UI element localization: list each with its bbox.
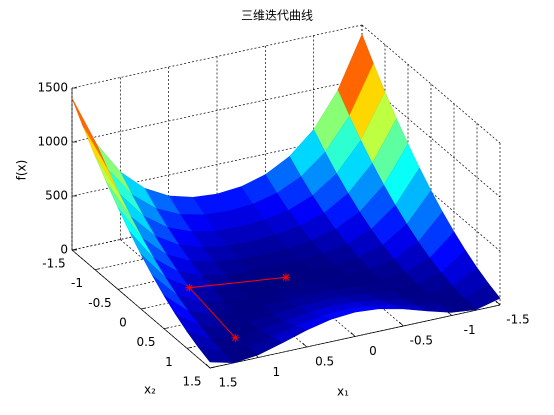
marker-stroke	[231, 334, 239, 342]
y-tick-label: 1	[165, 355, 173, 369]
z-tick-label: 1500	[37, 81, 68, 95]
x-tick	[205, 363, 211, 369]
surface-edge	[198, 347, 235, 363]
z-tick-label: 1000	[37, 135, 68, 149]
x-tick-label: -1	[464, 323, 476, 337]
y-tick-label: 1.5	[182, 375, 201, 389]
y-tick	[94, 268, 101, 271]
y-tick	[71, 248, 78, 251]
y-tick-label: -1.5	[42, 257, 65, 271]
x-tick-label: 0.5	[315, 355, 334, 369]
marker-stroke	[282, 274, 290, 281]
x-tick	[495, 300, 501, 306]
y-axis-label: x₂	[144, 383, 156, 397]
marker-stroke	[185, 284, 193, 292]
y-tick	[140, 307, 147, 310]
x-axis-label: x₁	[337, 385, 349, 399]
x-tick	[302, 342, 307, 348]
iteration-point	[282, 273, 290, 282]
y-tick-label: 0.5	[136, 335, 155, 349]
x-tick-label: 0	[369, 344, 377, 358]
y-tick	[209, 366, 216, 369]
y-tick-label: 0	[119, 316, 127, 330]
y-tick	[186, 346, 193, 349]
x-tick	[399, 321, 404, 327]
z-tick-label: 500	[45, 189, 68, 203]
x-tick-label: 1	[273, 365, 281, 379]
x-tick-label: -0.5	[410, 334, 433, 348]
z-tick-label: 0	[60, 243, 68, 257]
y-tick-label: -0.5	[88, 296, 111, 310]
wall-grid-line	[71, 24, 363, 89]
chart-title: 三维迭代曲线	[241, 9, 313, 23]
z-axis-label: f(x)	[15, 160, 29, 181]
x-tick	[350, 332, 356, 337]
x-tick-label: 1.5	[218, 376, 237, 390]
y-tick	[117, 287, 124, 290]
y-tick-label: -1	[71, 276, 83, 290]
wall-grid-line	[71, 78, 363, 143]
y-tick	[163, 327, 170, 330]
iteration-point	[185, 283, 194, 292]
x-tick-label: -1.5	[506, 313, 529, 327]
surface-face	[197, 346, 235, 364]
iteration-point	[231, 333, 240, 342]
